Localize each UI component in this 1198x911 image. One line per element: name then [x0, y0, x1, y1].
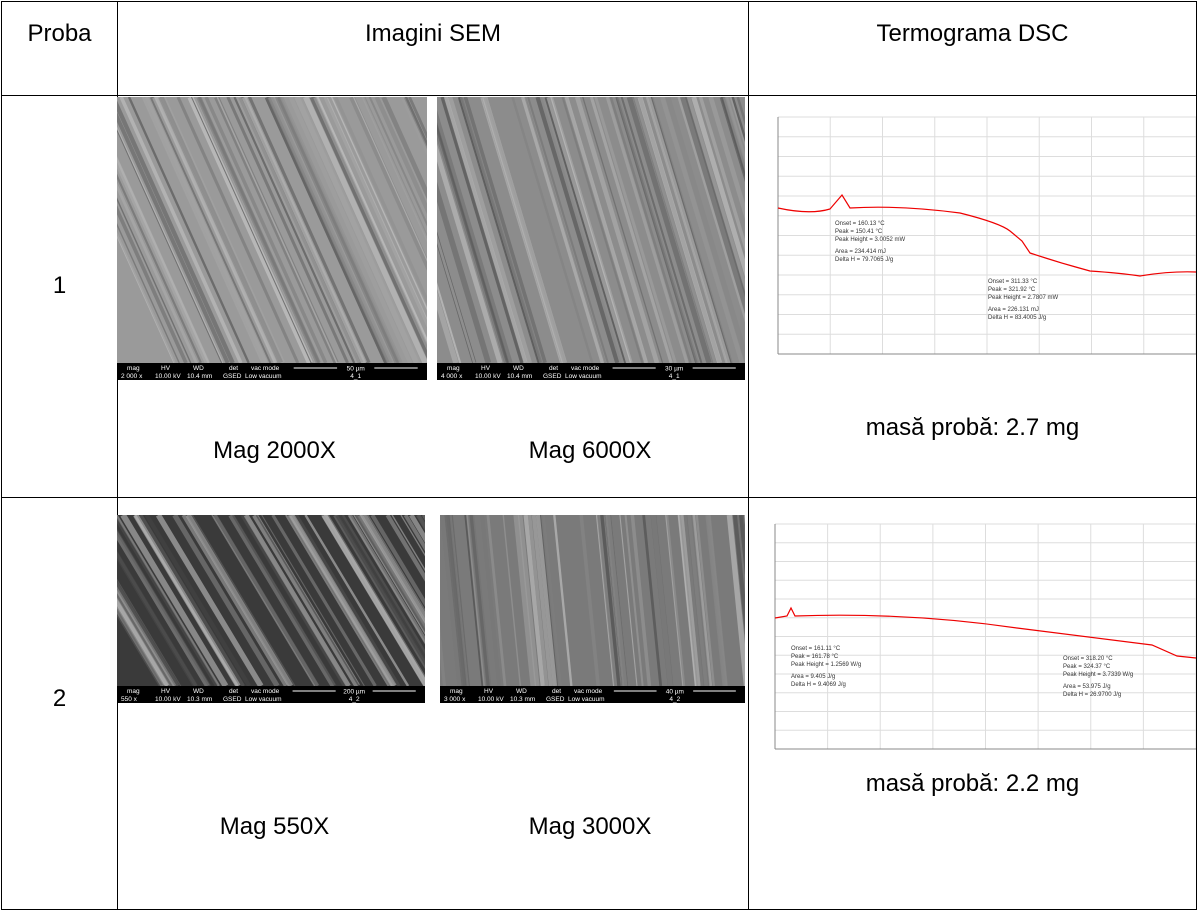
info-value: Low vacuum [565, 373, 602, 380]
dsc-annotation: Onset = 161.11 °C [791, 646, 841, 652]
dsc-annotation: Peak = 150.41 °C [835, 229, 883, 235]
info-label: mag [127, 688, 140, 695]
image-id: 4_2 [669, 696, 680, 703]
sample-id: 1 [2, 272, 117, 300]
info-value: 2 000 x [121, 373, 143, 380]
dsc-annotation: Peak Height = 1.2569 W/g [791, 662, 861, 668]
dsc-annotation: Delta H = 79.7065 J/g [835, 257, 893, 263]
caption: Mag 2000X [117, 437, 432, 465]
info-value: GSED [543, 373, 562, 380]
caption: masă probă: 2.2 mg [749, 770, 1196, 798]
info-label: WD [516, 688, 527, 695]
info-value: Low vacuum [245, 373, 282, 380]
info-value: 3 000 x [444, 696, 466, 703]
border [1, 95, 1197, 96]
info-label: mag [450, 688, 463, 695]
dsc-annotation: Delta H = 26.9700 J/g [1063, 692, 1121, 698]
info-value: 10.00 kV [155, 373, 181, 380]
dsc-annotation: Area = 226.131 mJ [988, 307, 1039, 313]
dsc-annotation: Area = 9.405 J/g [791, 674, 835, 680]
info-label: mag [447, 365, 460, 372]
info-label: vac mode [251, 365, 280, 372]
dsc-annotation: Onset = 311.33 °C [988, 279, 1038, 285]
info-label: det [229, 365, 238, 372]
info-value: GSED [223, 696, 242, 703]
info-value: 10.4 mm [507, 373, 532, 380]
info-label: HV [161, 365, 171, 372]
info-value: GSED [546, 696, 565, 703]
dsc-annotation: Peak = 321.92 °C [988, 287, 1036, 293]
scale-label: 200 µm [343, 689, 365, 696]
info-value: 10.3 mm [510, 696, 535, 703]
dsc-annotation: Peak Height = 3.0052 mW [835, 237, 906, 243]
header-cell: Proba [2, 20, 117, 48]
info-value: 10.4 mm [187, 373, 212, 380]
caption: Mag 550X [117, 813, 432, 841]
info-value: 10.00 kV [155, 696, 181, 703]
border [1, 497, 1197, 498]
info-label: WD [193, 365, 204, 372]
sem-image: mag3 000 x HV10.00 kV WD10.3 mm detGSED vac … [440, 515, 745, 703]
dsc-thermogram: Onset = 160.13 °C Peak = 150.41 °C Peak He… [760, 113, 1196, 370]
dsc-annotation: Onset = 160.13 °C [835, 221, 885, 227]
info-value: 10.00 kV [478, 696, 504, 703]
caption: Mag 6000X [432, 437, 748, 465]
border [1, 1, 1197, 2]
plot-background [760, 113, 1196, 370]
border [1, 1, 2, 910]
info-value: Low vacuum [568, 696, 605, 703]
dsc-annotation: Onset = 318.20 °C [1063, 656, 1113, 662]
caption: masă probă: 2.7 mg [749, 414, 1196, 442]
info-label: vac mode [571, 365, 600, 372]
sem-image: mag2 000 x HV10.00 kV WD10.4 mm detGSED vac … [117, 97, 427, 380]
dsc-annotation: Delta H = 83.4005 J/g [988, 315, 1046, 321]
info-label: WD [193, 688, 204, 695]
info-label: HV [481, 365, 491, 372]
border [1196, 1, 1197, 910]
image-id: 4_1 [350, 373, 361, 380]
dsc-thermogram: Onset = 161.11 °C Peak = 161.78 °C Peak He… [757, 520, 1196, 765]
scale-label: 30 µm [665, 366, 683, 373]
caption: Mag 3000X [432, 813, 748, 841]
info-label: HV [161, 688, 171, 695]
info-label: det [552, 688, 561, 695]
dsc-annotation: Area = 53.975 J/g [1063, 684, 1111, 690]
image-id: 4_2 [349, 696, 360, 703]
info-label: mag [127, 365, 140, 372]
info-value: Low vacuum [245, 696, 282, 703]
header-cell: Termograma DSC [749, 20, 1196, 48]
dsc-annotation: Peak Height = 3.7339 W/g [1063, 672, 1133, 678]
border [1, 909, 1197, 910]
sem-image: mag550 x HV10.00 kV WD10.3 mm detGSED vac mo… [117, 515, 425, 703]
info-label: det [549, 365, 558, 372]
dsc-annotation: Peak Height = 2.7807 mW [988, 295, 1059, 301]
dsc-annotation: Area = 234.414 mJ [835, 249, 886, 255]
scale-label: 40 µm [666, 689, 684, 696]
info-value: 10.3 mm [187, 696, 212, 703]
document-table: Proba Imagini SEM Termograma DSC 1 2 Mag… [0, 0, 1198, 911]
dsc-annotation: Peak = 324.37 °C [1063, 664, 1111, 670]
info-label: WD [513, 365, 524, 372]
dsc-annotation: Delta H = 9.4069 J/g [791, 682, 846, 688]
info-value: 550 x [121, 696, 138, 703]
sample-id: 2 [2, 685, 117, 713]
image-id: 4_1 [669, 373, 680, 380]
info-label: HV [484, 688, 494, 695]
info-label: vac mode [574, 688, 603, 695]
dsc-annotation: Peak = 161.78 °C [791, 654, 839, 660]
scale-label: 50 µm [347, 366, 365, 373]
info-value: 10.00 kV [475, 373, 501, 380]
info-value: 4 000 x [441, 373, 463, 380]
info-label: det [229, 688, 238, 695]
info-value: GSED [223, 373, 242, 380]
header-cell: Imagini SEM [118, 20, 748, 48]
info-label: vac mode [251, 688, 280, 695]
